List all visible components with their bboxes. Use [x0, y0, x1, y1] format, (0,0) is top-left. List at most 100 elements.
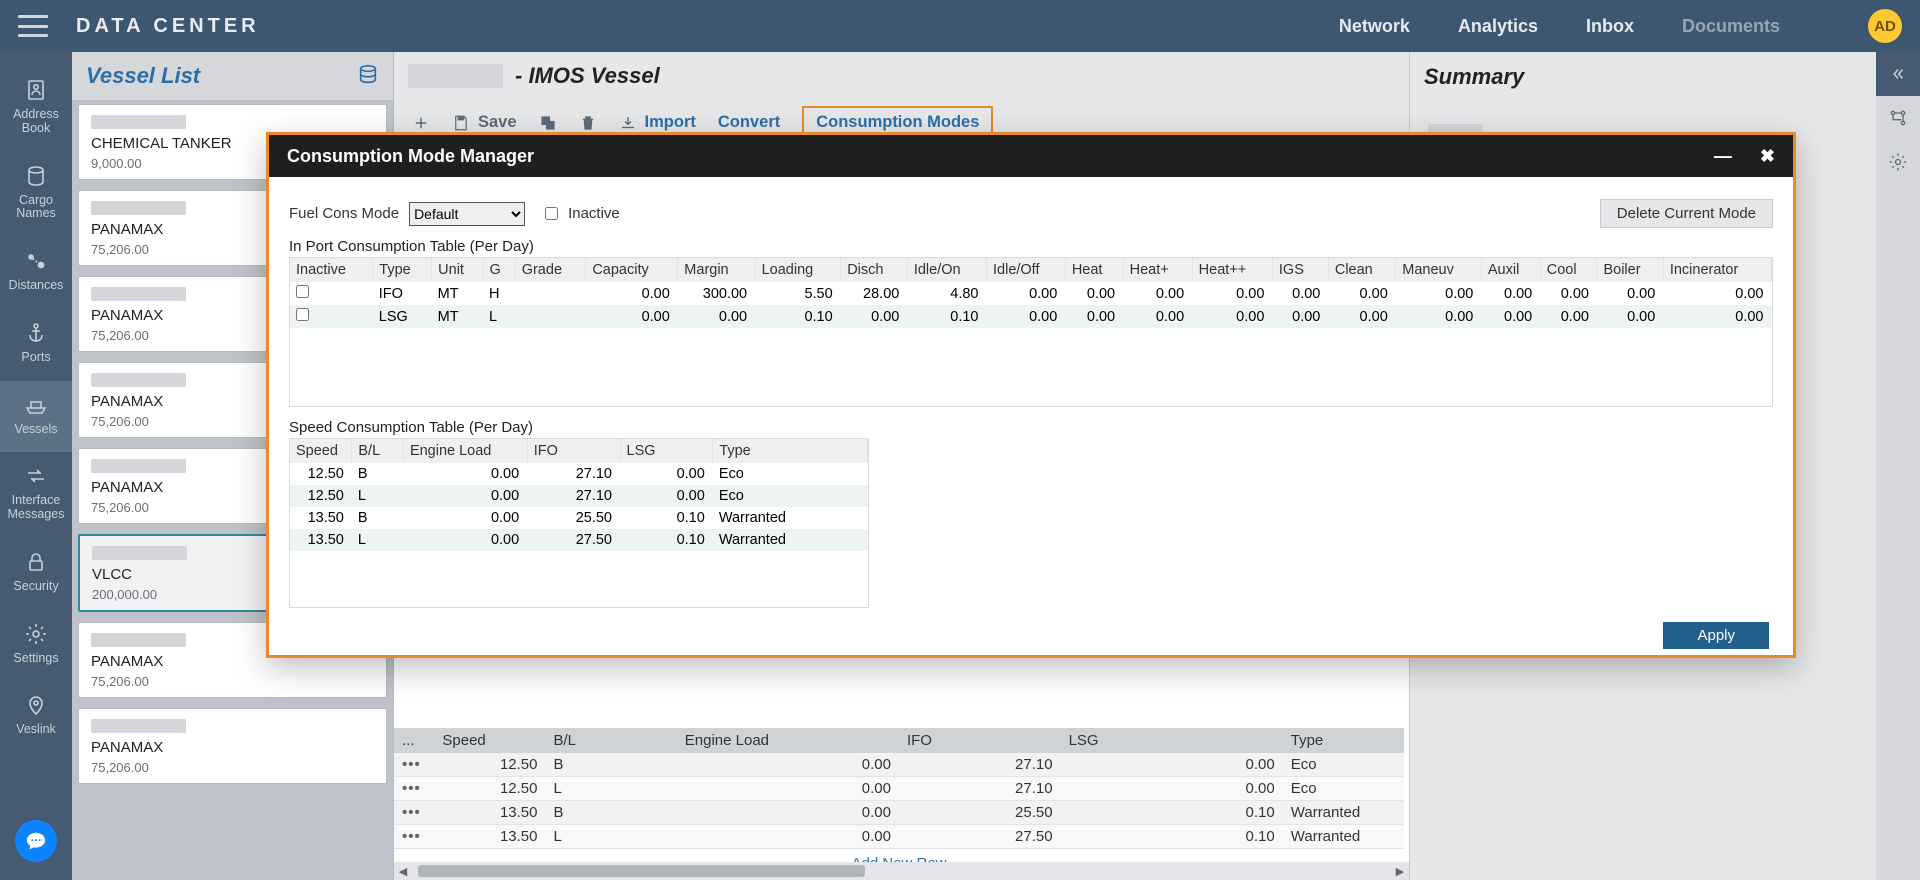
column-header[interactable]: Idle/On — [907, 258, 986, 282]
cell-unit[interactable]: MT — [432, 282, 483, 305]
cell-ifo[interactable]: 27.50 — [527, 529, 620, 551]
cell-engine-load[interactable]: 0.00 — [403, 463, 527, 485]
scrollbar-thumb[interactable] — [418, 865, 865, 877]
table-row[interactable]: IFOMTH0.00300.005.5028.004.800.000.000.0… — [290, 282, 1772, 305]
cell-type[interactable]: Eco — [713, 485, 868, 507]
cell-heat[interactable]: 0.00 — [1065, 282, 1123, 305]
column-header[interactable]: IGS — [1272, 258, 1328, 282]
cell-heat_p[interactable]: 0.00 — [1123, 282, 1192, 305]
minimize-icon[interactable]: — — [1714, 146, 1732, 167]
table-row[interactable]: LSGMTL0.000.000.100.000.100.000.000.000.… — [290, 305, 1772, 328]
cell-loading[interactable]: 5.50 — [755, 282, 841, 305]
cell-idle_off[interactable]: 0.00 — [987, 282, 1066, 305]
table-row[interactable]: ••• 12.50 L 0.00 27.10 0.00 Eco — [394, 777, 1404, 801]
cell-grade[interactable] — [515, 305, 586, 328]
cell-engine-load[interactable]: 0.00 — [403, 529, 527, 551]
column-header[interactable]: Engine Load — [677, 728, 899, 753]
cell-ifo[interactable]: 25.50 — [527, 507, 620, 529]
column-header[interactable]: Loading — [755, 258, 841, 282]
delete-current-mode-button[interactable]: Delete Current Mode — [1600, 199, 1773, 228]
column-header[interactable]: LSG — [620, 439, 713, 463]
tree-icon[interactable] — [1876, 96, 1920, 140]
cell-lsg[interactable]: 0.10 — [620, 507, 713, 529]
cell-idle_on[interactable]: 0.10 — [907, 305, 986, 328]
column-header[interactable]: Incinerator — [1663, 258, 1771, 282]
column-header[interactable]: B/L — [545, 728, 676, 753]
cell-cool[interactable]: 0.00 — [1540, 305, 1597, 328]
inactive-checkbox[interactable] — [545, 207, 558, 220]
import-button[interactable]: Import — [619, 113, 696, 132]
cell-engine-load[interactable]: 0.00 — [403, 485, 527, 507]
cell-cool[interactable]: 0.00 — [1540, 282, 1597, 305]
cell-lsg[interactable]: 0.00 — [620, 463, 713, 485]
cell-maneuv[interactable]: 0.00 — [1396, 305, 1482, 328]
cell-speed[interactable]: 13.50 — [290, 529, 352, 551]
horizontal-scrollbar[interactable]: ◀ ▶ — [394, 862, 1409, 880]
rail-address-book[interactable]: Address Book — [0, 66, 72, 152]
nav-network[interactable]: Network — [1339, 16, 1410, 37]
cell-idle_off[interactable]: 0.00 — [987, 305, 1066, 328]
scroll-right-icon[interactable]: ▶ — [1391, 865, 1409, 878]
nav-inbox[interactable]: Inbox — [1586, 16, 1634, 37]
inactive-row-checkbox[interactable] — [296, 308, 309, 321]
table-row[interactable]: 12.50 L 0.00 27.10 0.00 Eco — [290, 485, 868, 507]
vessel-card[interactable]: PANAMAX 75,206.00 — [78, 708, 387, 784]
cell-auxil[interactable]: 0.00 — [1481, 305, 1540, 328]
cell-clean[interactable]: 0.00 — [1328, 282, 1395, 305]
cell-heat_p[interactable]: 0.00 — [1123, 305, 1192, 328]
cell-margin[interactable]: 300.00 — [678, 282, 755, 305]
inactive-row-checkbox[interactable] — [296, 285, 309, 298]
cell-bl[interactable]: L — [352, 529, 404, 551]
column-header[interactable]: Type — [713, 439, 868, 463]
cell-lsg[interactable]: 0.10 — [620, 529, 713, 551]
cell-speed[interactable]: 13.50 — [290, 507, 352, 529]
column-header[interactable]: Inactive — [290, 258, 373, 282]
cell-heat_pp[interactable]: 0.00 — [1192, 282, 1272, 305]
cell-lsg[interactable]: 0.00 — [620, 485, 713, 507]
cell-margin[interactable]: 0.00 — [678, 305, 755, 328]
cell-disch[interactable]: 0.00 — [841, 305, 908, 328]
column-header[interactable]: Speed — [290, 439, 352, 463]
rail-cargo-names[interactable]: Cargo Names — [0, 152, 72, 238]
cell-disch[interactable]: 28.00 — [841, 282, 908, 305]
close-icon[interactable]: ✖ — [1760, 146, 1775, 167]
cell-engine-load[interactable]: 0.00 — [403, 507, 527, 529]
speed-table[interactable]: SpeedB/LEngine LoadIFOLSGType 12.50 B 0.… — [290, 439, 868, 551]
new-button[interactable] — [412, 114, 430, 132]
database-icon[interactable] — [357, 64, 379, 91]
cell-speed[interactable]: 12.50 — [290, 485, 352, 507]
cell-capacity[interactable]: 0.00 — [586, 305, 678, 328]
cell-g[interactable]: H — [483, 282, 515, 305]
rail-ports[interactable]: Ports — [0, 309, 72, 381]
table-row[interactable]: 13.50 B 0.00 25.50 0.10 Warranted — [290, 507, 868, 529]
column-header[interactable]: Capacity — [586, 258, 678, 282]
cell-igs[interactable]: 0.00 — [1272, 305, 1328, 328]
nav-analytics[interactable]: Analytics — [1458, 16, 1538, 37]
apply-button[interactable]: Apply — [1663, 622, 1769, 649]
column-header[interactable]: Disch — [841, 258, 908, 282]
collapse-summary-icon[interactable] — [1876, 52, 1920, 96]
fuel-cons-mode-select[interactable]: Default — [409, 202, 525, 226]
delete-button[interactable] — [579, 114, 597, 132]
row-menu-icon[interactable]: ••• — [394, 801, 434, 825]
table-row[interactable]: 12.50 B 0.00 27.10 0.00 Eco — [290, 463, 868, 485]
cell-bl[interactable]: B — [352, 507, 404, 529]
column-header[interactable]: G — [483, 258, 515, 282]
cell-ifo[interactable]: 27.10 — [527, 485, 620, 507]
scroll-left-icon[interactable]: ◀ — [394, 865, 412, 878]
column-header[interactable]: Grade — [515, 258, 586, 282]
user-avatar[interactable]: AD — [1868, 9, 1902, 43]
table-row[interactable]: ••• 13.50 L 0.00 27.50 0.10 Warranted — [394, 825, 1404, 849]
column-header[interactable]: IFO — [527, 439, 620, 463]
in-port-table[interactable]: InactiveTypeUnitGGradeCapacityMarginLoad… — [290, 258, 1772, 328]
row-menu-icon[interactable]: ••• — [394, 777, 434, 801]
cell-igs[interactable]: 0.00 — [1272, 282, 1328, 305]
column-header[interactable]: Maneuv — [1396, 258, 1482, 282]
nav-documents[interactable]: Documents — [1682, 16, 1780, 37]
cell-incinerator[interactable]: 0.00 — [1663, 282, 1771, 305]
cell-type[interactable]: LSG — [373, 305, 432, 328]
column-header[interactable]: LSG — [1061, 728, 1283, 753]
rail-settings[interactable]: Settings — [0, 610, 72, 682]
column-header[interactable]: IFO — [899, 728, 1061, 753]
cell-heat_pp[interactable]: 0.00 — [1192, 305, 1272, 328]
